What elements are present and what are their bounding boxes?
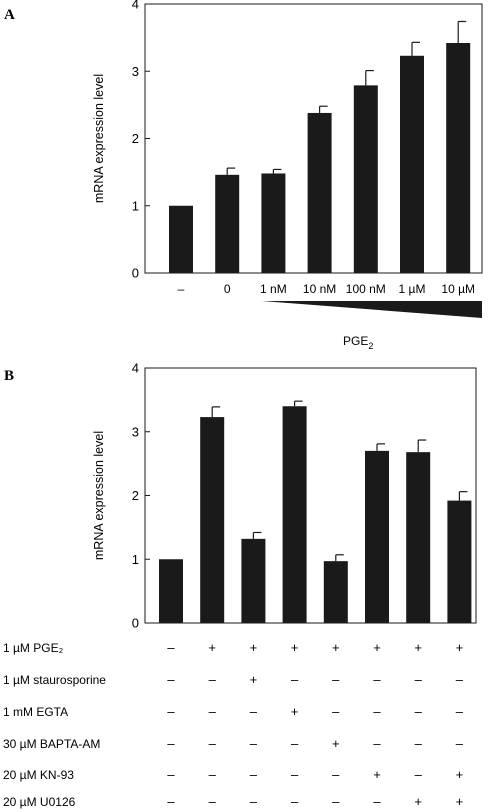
panel-b-bar: [200, 417, 225, 623]
panel-b-treatment-sign: –: [415, 767, 423, 782]
panel-b-treatment-sign: –: [167, 640, 175, 655]
panel-b-treatment-sign: +: [456, 767, 464, 782]
panel-b-treatment-sign: –: [373, 794, 381, 809]
panel-b-treatment-sign: –: [456, 736, 464, 751]
panel-b-treatment-sign: –: [291, 794, 299, 809]
panel-b-treatment-sign: –: [456, 704, 464, 719]
panel-a-y-tick-label: 1: [132, 198, 139, 213]
panel-b-treatment-sign: –: [167, 767, 175, 782]
panel-a-x-category-label: 10 µM: [441, 282, 475, 296]
panel-b-treatment-label: 1 mM EGTA: [3, 705, 68, 719]
panel-b-y-tick-label: 1: [132, 552, 139, 567]
panel-b-y-tick-label: 4: [132, 361, 139, 376]
panel-b-treatment-label: 1 µM staurosporine: [3, 673, 106, 687]
panel-a-gradient-label: PGE2: [343, 334, 373, 351]
panel-a-x-category-label: 100 nM: [346, 282, 386, 296]
panel-b-treatment-sign: +: [414, 640, 422, 655]
panel-b-treatment-sign: +: [456, 794, 464, 809]
panel-b-bar: [365, 450, 389, 623]
panel-a-y-tick-label: 0: [132, 266, 139, 281]
panel-b-y-tick-label: 0: [132, 616, 139, 631]
panel-b-treatment-sign: –: [373, 736, 381, 751]
panel-b-treatment-sign: –: [250, 704, 258, 719]
panel-b-treatment-sign: –: [209, 767, 217, 782]
panel-b-bar: [241, 538, 266, 623]
panel-a-x-category-label: 1 nM: [260, 282, 287, 296]
panel-a-bar: [261, 173, 286, 273]
panel-a-chart: 0 1 2 3 4 mRNA expression level – 0 1 nM 10 nM 100…: [92, 0, 483, 351]
panel-b-treatment-sign: +: [291, 640, 299, 655]
panel-b-treatment-sign: –: [332, 767, 340, 782]
panel-a-y-tick-label: 3: [132, 64, 139, 79]
panel-b-treatment-sign: –: [332, 794, 340, 809]
panel-a-x-category-label: 0: [224, 282, 231, 296]
panel-b-treatment-sign: +: [208, 640, 216, 655]
panel-b-treatment-sign: –: [373, 672, 381, 687]
panel-a-y-axis-label: mRNA expression level: [92, 74, 106, 203]
panel-b-treatment-sign: +: [332, 640, 340, 655]
panel-a-y-tick-label: 2: [132, 131, 139, 146]
panel-b-treatment-sign: –: [209, 672, 217, 687]
panel-b-treatment-sign: –: [332, 672, 340, 687]
panel-b-chart: 0 1 2 3 4 mRNA expression level 1 µM PGE₂ – + + + +…: [3, 361, 477, 809]
panel-b-treatment-label: 20 µM U0126: [3, 795, 76, 809]
panel-b-treatment-sign: –: [456, 672, 464, 687]
panel-a-bar: [400, 55, 424, 273]
panel-b-letter: B: [4, 368, 14, 384]
panel-b-treatment-sign: +: [373, 767, 381, 782]
panel-a-x-category-label: 1 µM: [399, 282, 426, 296]
panel-b-treatment-sign: +: [291, 704, 299, 719]
panel-a-x-category-label: 10 nM: [303, 282, 336, 296]
panel-a-concentration-wedge: [262, 301, 482, 318]
panel-b-y-tick-label: 2: [132, 488, 139, 503]
panel-b-treatment-sign: –: [250, 794, 258, 809]
panel-b-treatment-sign: +: [414, 794, 422, 809]
panel-b-treatment-label: 20 µM KN-93: [3, 768, 74, 782]
panel-b-treatment-sign: +: [250, 672, 258, 687]
panel-b-treatment-sign: –: [291, 736, 299, 751]
panel-b-y-tick-label: 3: [132, 424, 139, 439]
panel-b-treatment-sign: –: [209, 704, 217, 719]
panel-b-treatment-sign: –: [415, 736, 423, 751]
panel-b-treatment-sign: +: [456, 640, 464, 655]
panel-a-y-tick-label: 4: [132, 0, 139, 12]
panel-a-letter: A: [4, 7, 15, 23]
panel-b-treatment-label: 30 µM BAPTA-AM: [3, 737, 100, 751]
panel-b-treatment-sign: –: [167, 672, 175, 687]
panel-b-treatment-sign: +: [373, 640, 381, 655]
panel-a-bar: [307, 112, 332, 273]
panel-a-bar: [169, 205, 193, 273]
panel-b-treatment-sign: –: [415, 704, 423, 719]
panel-b-treatment-sign: –: [332, 704, 340, 719]
panel-b-treatment-sign: –: [291, 672, 299, 687]
panel-b-treatment-sign: –: [291, 767, 299, 782]
panel-b-bar: [159, 559, 183, 623]
panel-b-treatment-sign: –: [250, 736, 258, 751]
panel-b-treatment-sign: +: [332, 736, 340, 751]
panel-b-bar: [323, 561, 348, 623]
panel-b-treatment-sign: –: [373, 704, 381, 719]
panel-b-bar: [406, 452, 431, 623]
panel-b-treatment-label: 1 µM PGE₂: [3, 641, 64, 655]
panel-b-treatment-sign: –: [167, 736, 175, 751]
panel-b-bar: [282, 406, 307, 623]
panel-a-bar: [215, 174, 240, 273]
panel-b-bar: [447, 500, 472, 623]
panel-b-treatment-sign: –: [167, 704, 175, 719]
panel-a-bar: [353, 85, 378, 273]
panel-b-treatment-sign: +: [250, 640, 258, 655]
panel-b-treatment-sign: –: [250, 767, 258, 782]
panel-b-treatment-sign: –: [167, 794, 175, 809]
panel-a-x-category-label: –: [178, 282, 185, 296]
panel-a-bar: [446, 43, 471, 273]
panel-b-treatment-sign: –: [209, 736, 217, 751]
panel-b-treatment-sign: –: [415, 672, 423, 687]
panel-b-y-axis-label: mRNA expression level: [92, 431, 106, 560]
panel-b-treatment-sign: –: [209, 794, 217, 809]
